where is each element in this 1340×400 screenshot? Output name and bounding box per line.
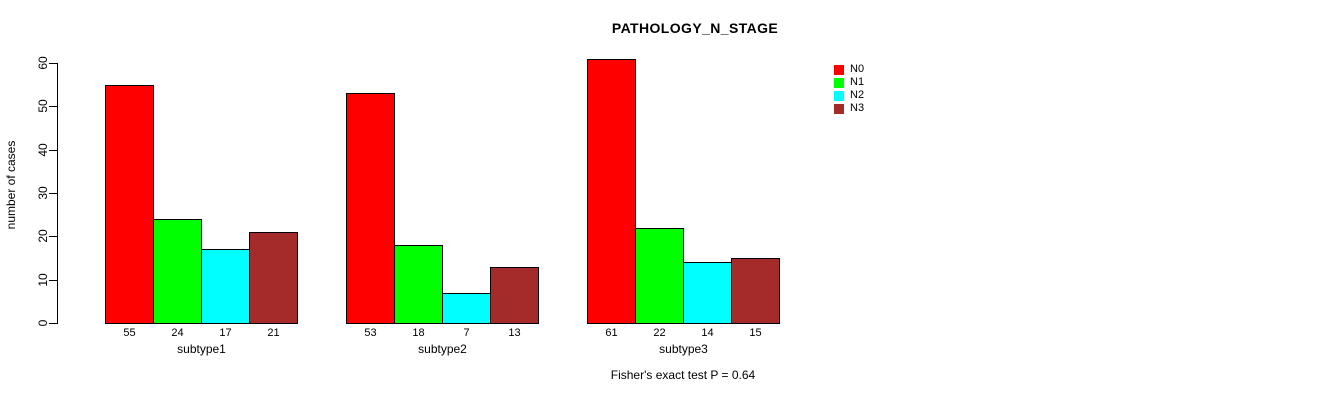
legend-label-n0: N0 [850,63,865,75]
legend-item-n2: N2 [834,89,864,102]
y-axis-label: number of cases [4,140,18,230]
bar-n0-subtype1 [105,85,154,324]
y-tick-label: 10 [36,273,50,287]
y-tick-label: 60 [36,56,50,70]
bar-n2-subtype3 [683,262,732,324]
bar-value-label: 55 [123,327,136,339]
bar-value-label: 21 [267,327,280,339]
bar-n0-subtype3 [587,59,636,324]
legend-label-n2: N2 [850,89,865,101]
bar-n0-subtype2 [346,93,395,324]
bar-n1-subtype1 [153,219,202,324]
bar-value-label: 24 [171,327,184,339]
legend-item-n3: N3 [834,102,864,115]
bar-value-label: 22 [653,327,666,339]
bar-value-label: 13 [508,327,521,339]
category-label-subtype2: subtype2 [418,342,467,356]
y-tick-label: 50 [36,99,50,113]
y-tick-label: 20 [36,229,50,243]
legend-label-n1: N1 [850,76,865,88]
chart-title: PATHOLOGY_N_STAGE [611,20,779,36]
bar-n1-subtype2 [394,245,443,324]
legend-swatch-n0 [834,64,844,75]
category-label-subtype3: subtype3 [659,342,708,356]
legend-label-n3: N3 [850,102,865,114]
legend-swatch-n3 [834,103,844,114]
bar-n2-subtype2 [442,293,491,324]
bar-value-label: 18 [412,327,425,339]
bar-n2-subtype1 [201,249,250,324]
legend-swatch-n1 [834,77,844,88]
bar-value-label: 7 [463,327,470,339]
category-label-subtype1: subtype1 [177,342,226,356]
fisher-test-annotation: Fisher's exact test P = 0.64 [610,368,756,382]
y-tick [49,106,57,107]
y-tick [49,280,57,281]
y-axis-line [57,63,58,324]
bar-n1-subtype3 [635,228,684,324]
y-tick [49,63,57,64]
bar-n3-subtype2 [490,267,539,324]
y-tick-label: 0 [36,319,50,327]
bar-value-label: 61 [605,327,618,339]
y-tick [49,150,57,151]
y-tick [49,323,57,324]
legend-item-n1: N1 [834,76,864,89]
y-tick [49,193,57,194]
bar-n3-subtype1 [249,232,298,324]
bar-value-label: 17 [219,327,232,339]
bar-value-label: 53 [364,327,377,339]
y-tick [49,236,57,237]
bar-value-label: 15 [749,327,762,339]
y-tick-label: 30 [36,186,50,200]
y-tick-label: 40 [36,143,50,157]
bar-value-label: 14 [701,327,714,339]
bar-n3-subtype3 [731,258,780,324]
legend: N0 N1 N2 N3 [834,63,864,115]
legend-item-n0: N0 [834,63,864,76]
legend-swatch-n2 [834,90,844,101]
